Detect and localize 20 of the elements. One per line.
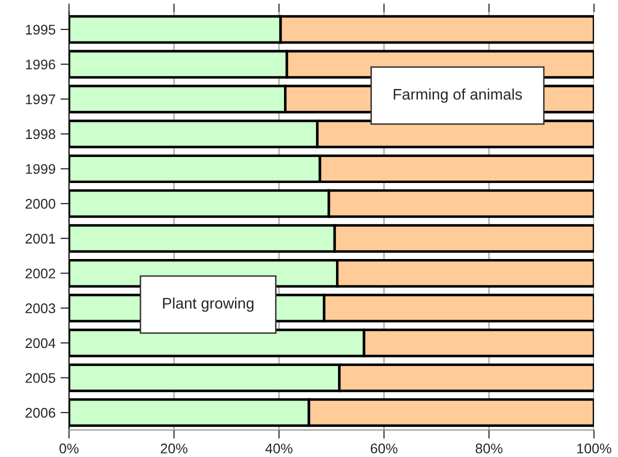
y-tick-label: 2004: [26, 338, 56, 348]
y-tick-label: 1995: [26, 24, 56, 35]
y-tick-label: 2001: [26, 234, 56, 244]
y-tick-label: 1997: [26, 94, 56, 104]
y-tick-label: 1996: [26, 60, 56, 70]
y-tick-label: 2005: [26, 373, 56, 383]
y-tick-label: 2006: [26, 408, 56, 418]
y-tick-label: 1999: [26, 164, 56, 174]
x-tick-label: 60%: [370, 444, 398, 454]
x-tick-label: 40%: [265, 444, 292, 454]
y-tick-label: 2000: [26, 198, 56, 209]
y-tick-label: 1998: [26, 129, 56, 140]
x-tick-label: 80%: [476, 444, 502, 454]
y-tick-label: 2003: [26, 303, 56, 314]
x-tick-label: 100%: [577, 444, 612, 454]
x-tick-label: 20%: [160, 444, 188, 454]
y-tick-label: 2002: [26, 268, 56, 278]
series-label: Farming of animals: [394, 88, 522, 103]
x-tick-label: 0%: [60, 444, 79, 454]
series-label: Plant growing: [163, 297, 254, 312]
